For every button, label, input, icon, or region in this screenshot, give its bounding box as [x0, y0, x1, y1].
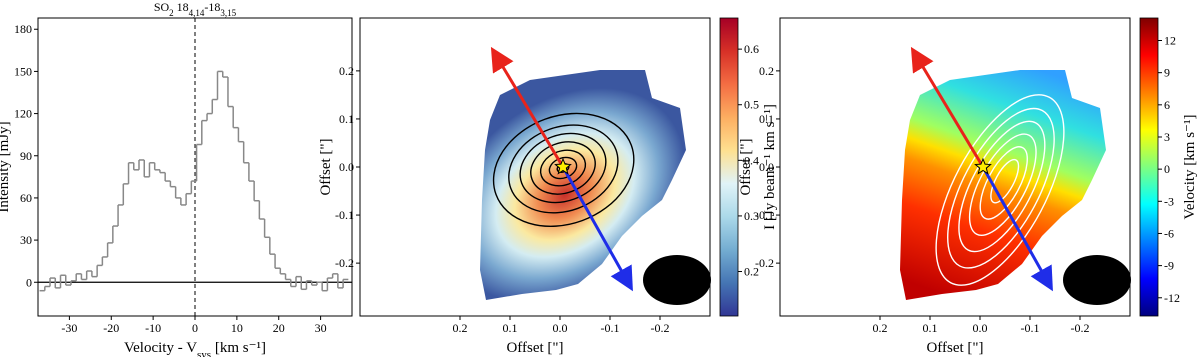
colorbar-label: Velocity [km s⁻¹] — [1182, 115, 1198, 220]
colorbar-tick-label: -6 — [1164, 226, 1174, 240]
colorbar-tick-label: -3 — [1164, 194, 1174, 208]
x-tick-label: 0.2 — [873, 321, 888, 335]
x-tick-label: 0.2 — [453, 321, 468, 335]
colorbar — [719, 17, 739, 317]
colorbar-tick-label: 0.4 — [744, 153, 759, 167]
y-tick-label: 0.1 — [339, 112, 354, 126]
x-tick-label: 0 — [192, 321, 198, 335]
y-tick-label: -0.2 — [755, 256, 774, 270]
x-tick-label: 10 — [231, 321, 243, 335]
x-tick-label: 30 — [315, 321, 327, 335]
y-tick-label: 30 — [20, 233, 32, 247]
y-tick-label: 0 — [26, 275, 32, 289]
contours — [935, 94, 1065, 286]
y-tick-label: 90 — [20, 149, 32, 163]
colorbar-tick-label: 12 — [1164, 34, 1176, 48]
colorbar — [1139, 17, 1159, 317]
colorbar-tick-label: 0.3 — [744, 209, 759, 223]
colorbar-tick-label: 0.6 — [744, 42, 759, 56]
blue-lobe-arrow — [561, 166, 633, 292]
beam — [643, 255, 711, 305]
y-axis-label: Offset ["] — [318, 138, 334, 195]
x-tick-label: 0.0 — [973, 321, 988, 335]
colorbar-tick-label: 0.5 — [744, 98, 759, 112]
y-tick-label: 120 — [14, 107, 32, 121]
x-tick-label: 20 — [273, 321, 285, 335]
title-part: 3,15 — [220, 8, 236, 18]
colorbar-tick-label: 6 — [1164, 98, 1170, 112]
title-part: 18 — [174, 0, 189, 14]
x-axis-label: Velocity - Vsys [km s⁻¹] — [124, 340, 266, 357]
y-tick-label: -0.1 — [755, 208, 774, 222]
chart-title: SO2 184,14-183,15 — [154, 0, 237, 18]
x-tick-label: 0.1 — [503, 321, 518, 335]
y-axis-label: Offset ["] — [738, 138, 754, 195]
y-tick-label: -0.2 — [335, 256, 354, 270]
star — [554, 157, 572, 175]
x-tick-label: -0.2 — [1071, 321, 1090, 335]
y-tick-label: 0.1 — [759, 112, 774, 126]
x-tick-label: -30 — [61, 321, 77, 335]
title-part: 4,14 — [189, 8, 205, 18]
x-axis-label-part: sys — [197, 349, 211, 357]
title-part: -18 — [204, 0, 220, 14]
x-tick-label: -0.2 — [651, 321, 670, 335]
x-axis-label-part: Velocity - V — [124, 340, 197, 356]
colorbar-label: I [Jy beam⁻¹ km s⁻¹] — [762, 104, 778, 230]
colorbar-tick-label: 3 — [1164, 130, 1170, 144]
y-tick-label: 0.0 — [339, 160, 354, 174]
x-tick-label: -0.1 — [601, 321, 620, 335]
velocity-map — [900, 46, 1131, 305]
x-tick-label: -20 — [103, 321, 119, 335]
intensity-map — [480, 46, 711, 305]
star — [974, 157, 992, 175]
colorbar-tick-label: -9 — [1164, 259, 1174, 273]
red-lobe-arrow — [490, 46, 565, 168]
blue-lobe-arrow — [981, 166, 1053, 292]
y-tick-label: 0.2 — [339, 64, 354, 78]
x-tick-label: -0.1 — [1021, 321, 1040, 335]
y-tick-label: 0.2 — [759, 64, 774, 78]
title-part: 2 — [169, 8, 174, 18]
x-axis-label: Offset ["] — [506, 340, 563, 356]
x-axis-label-part: [km s⁻¹] — [211, 340, 266, 356]
colorbar-tick-label: 0.2 — [744, 265, 759, 279]
x-axis-label: Offset ["] — [926, 340, 983, 356]
spectrum — [38, 18, 352, 316]
y-tick-label: 0.0 — [759, 160, 774, 174]
y-tick-label: 150 — [14, 64, 32, 78]
red-lobe-arrow — [910, 46, 985, 168]
x-tick-label: 0.1 — [923, 321, 938, 335]
y-axis-label: Intensity [mJy] — [0, 121, 12, 212]
y-tick-label: 180 — [14, 22, 32, 36]
y-tick-label: -0.1 — [335, 208, 354, 222]
colorbar-tick-label: 9 — [1164, 66, 1170, 80]
colorbar-tick-label: -12 — [1164, 291, 1180, 305]
title-part: SO — [154, 0, 170, 14]
colorbar-tick-label: 0 — [1164, 162, 1170, 176]
x-tick-label: 0.0 — [553, 321, 568, 335]
beam — [1063, 255, 1131, 305]
x-tick-label: -10 — [145, 321, 161, 335]
y-tick-label: 60 — [20, 191, 32, 205]
